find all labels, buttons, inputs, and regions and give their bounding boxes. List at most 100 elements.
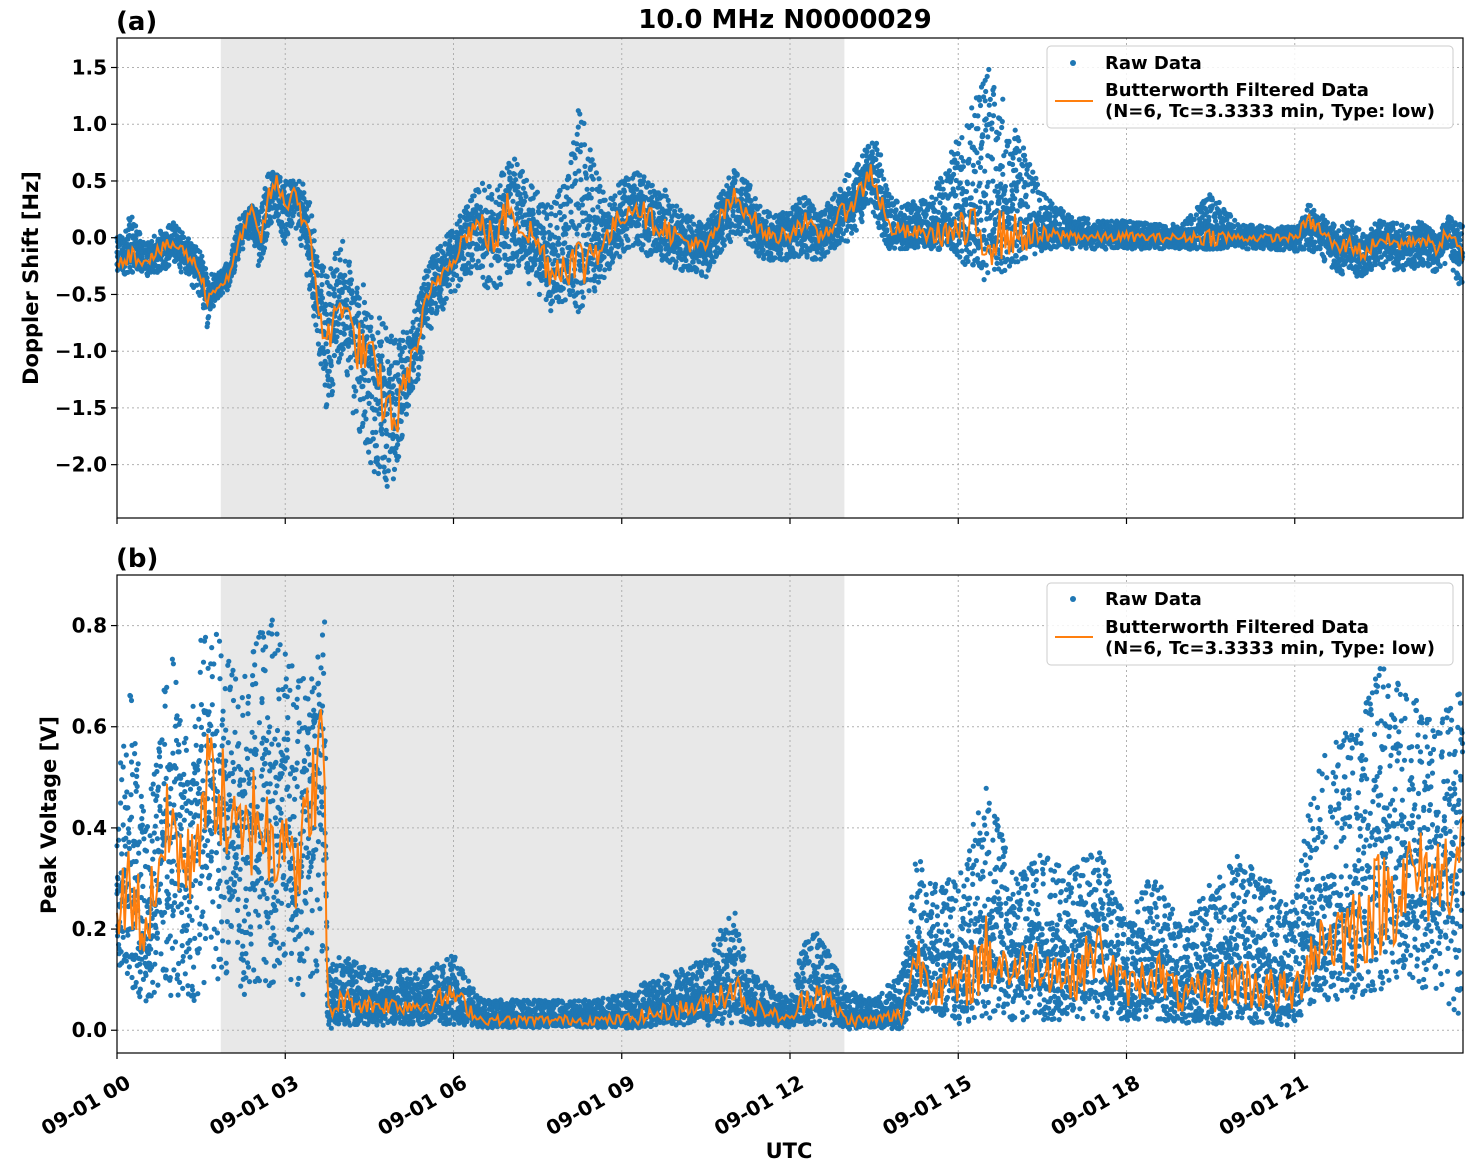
raw-data-point [947, 211, 953, 217]
raw-data-point [391, 466, 398, 472]
raw-data-point [480, 274, 486, 280]
raw-data-point [959, 248, 965, 254]
raw-data-point [658, 247, 664, 253]
raw-data-point [311, 313, 317, 319]
raw-data-point [326, 368, 332, 374]
raw-data-point [577, 111, 583, 117]
raw-data-point [324, 311, 330, 317]
raw-data-point [576, 168, 582, 174]
raw-data-point [576, 222, 582, 228]
raw-data-point [470, 257, 476, 263]
raw-data-point [331, 352, 337, 359]
raw-data-point [127, 264, 133, 270]
raw-data-point [879, 168, 885, 174]
raw-data-point [957, 254, 963, 260]
raw-data-point [255, 262, 261, 268]
raw-data-point [440, 306, 446, 312]
raw-data-point [368, 314, 374, 320]
raw-data-point [415, 372, 421, 378]
raw-data-point [568, 209, 574, 215]
raw-data-point [461, 245, 467, 251]
raw-data-point [378, 426, 385, 432]
raw-data-point [617, 254, 623, 260]
raw-data-point [314, 254, 320, 260]
raw-data-point [390, 476, 396, 482]
raw-data-point [649, 182, 655, 188]
raw-data-point [372, 416, 378, 422]
figure-title: 10.0 MHz N0000029 [638, 5, 931, 35]
raw-data-point [586, 231, 592, 237]
raw-data-point [338, 247, 344, 253]
raw-data-point [752, 196, 758, 202]
raw-data-point [469, 252, 475, 258]
raw-data-point [376, 411, 382, 417]
raw-data-point [579, 202, 586, 208]
raw-data-point [567, 198, 574, 204]
raw-data-point [520, 185, 527, 191]
raw-data-point [331, 293, 337, 299]
raw-data-point [600, 189, 606, 195]
raw-data-point [953, 192, 959, 198]
raw-data-point [354, 289, 360, 296]
raw-data-point [375, 330, 381, 336]
raw-data-point [602, 267, 608, 273]
raw-data-point [399, 432, 405, 438]
raw-data-point [347, 269, 353, 275]
raw-data-point [311, 238, 317, 244]
raw-data-point [940, 186, 946, 192]
raw-data-point [866, 144, 872, 150]
raw-data-point [458, 276, 464, 282]
raw-data-point [353, 388, 359, 394]
raw-data-point [340, 238, 346, 244]
raw-data-point [963, 202, 969, 208]
raw-data-point [129, 214, 135, 220]
raw-data-point [405, 402, 412, 408]
raw-data-point [957, 180, 963, 186]
raw-data-point [362, 370, 368, 376]
raw-data-point [259, 207, 266, 213]
panel-label-a: (a) [116, 7, 157, 37]
raw-data-point [595, 279, 602, 285]
raw-data-point [956, 238, 962, 244]
raw-data-point [133, 236, 139, 242]
raw-data-point [970, 162, 976, 168]
raw-data-point [129, 269, 136, 275]
raw-data-point [240, 246, 246, 252]
raw-data-point [727, 238, 734, 245]
raw-data-point [578, 177, 584, 183]
raw-data-point [873, 156, 879, 163]
raw-data-point [166, 262, 172, 268]
raw-data-point [346, 259, 352, 265]
raw-data-point [547, 222, 553, 228]
raw-data-point [562, 240, 568, 246]
raw-data-point [518, 207, 524, 213]
raw-data-point [301, 190, 307, 196]
raw-data-point [972, 169, 978, 175]
raw-data-point [541, 235, 547, 241]
raw-data-point [842, 177, 848, 184]
raw-data-point [379, 431, 385, 437]
raw-data-point [662, 187, 668, 193]
raw-data-point [703, 274, 709, 280]
raw-data-point [425, 316, 431, 322]
raw-data-point [144, 272, 151, 279]
raw-data-point [496, 248, 502, 254]
raw-data-point [356, 295, 362, 301]
raw-data-point [119, 235, 125, 241]
raw-data-point [507, 191, 513, 197]
raw-data-point [151, 233, 157, 239]
raw-data-point [573, 178, 579, 184]
raw-data-point [206, 314, 212, 320]
raw-data-point [331, 286, 337, 292]
raw-data-point [400, 337, 406, 344]
raw-data-point [289, 220, 295, 226]
raw-data-point [877, 162, 883, 168]
raw-data-point [515, 184, 521, 190]
raw-data-point [334, 334, 340, 340]
raw-data-point [586, 288, 592, 294]
raw-data-point [178, 269, 184, 275]
raw-data-point [336, 321, 342, 327]
raw-data-point [721, 242, 727, 248]
raw-data-point [384, 443, 390, 449]
raw-data-point [298, 242, 304, 248]
